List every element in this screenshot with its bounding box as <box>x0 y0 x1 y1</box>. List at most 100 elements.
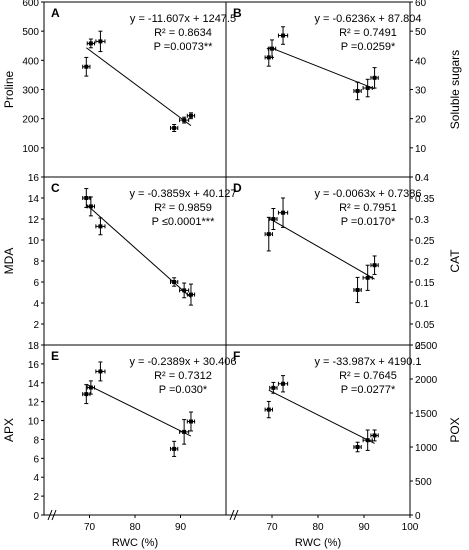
panel-a-y-tick-label: 500 <box>22 27 39 38</box>
panel-f-y-axis-title: POX <box>448 417 462 442</box>
panel-b-p-value: P =0.0259* <box>341 41 396 53</box>
panel-e-equation: y = -0.2389x + 30.406 <box>129 356 236 368</box>
panel-d-data-point <box>362 264 373 291</box>
panel-b-y-tick-label: 20 <box>415 115 427 126</box>
panel-a-marker <box>172 126 177 130</box>
panel-c-y-tick-label: 6 <box>33 278 39 289</box>
panel-d-marker <box>365 275 370 280</box>
panel-e-data-point <box>82 384 91 405</box>
panel-f-x-tick-label: 90 <box>358 522 370 533</box>
panel-c-r-squared: R² = 0.9859 <box>154 202 212 214</box>
panel-f-equation: y = -33.987x + 4190.1 <box>314 356 421 368</box>
panel-e-x-tick-label: 80 <box>129 522 141 533</box>
panel-d-y-tick-label: 0.1 <box>415 299 429 310</box>
panel-e-data-point <box>95 361 106 382</box>
panel-f-data-point <box>353 441 362 453</box>
panel-e-r-squared: R² = 0.7312 <box>154 370 212 382</box>
panel-a-data-point <box>186 112 196 120</box>
panel-e-y-tick-label: 14 <box>28 379 40 390</box>
panel-d-data-point <box>264 216 273 252</box>
panel-d-y-tick-label: 0.05 <box>415 320 435 331</box>
panel-a-y-tick-label: 400 <box>22 56 39 67</box>
panel-b-marker <box>270 46 274 51</box>
panel-a-y-tick-label: 600 <box>22 0 39 9</box>
panel-a-marker <box>188 113 193 118</box>
panel-b-data-point <box>267 39 277 58</box>
panel-e-y-tick-label: 12 <box>28 398 40 409</box>
panel-c-marker <box>172 280 177 284</box>
panel-d-trendline <box>268 217 375 280</box>
panel-a-data-point <box>86 38 96 49</box>
panel-e-data-point <box>86 380 96 395</box>
panel-c-data-point <box>82 188 91 208</box>
panel-b-marker <box>365 86 370 91</box>
panel-b-y-tick-label: 60 <box>415 0 427 9</box>
panel-e-x-tick-label: 90 <box>175 522 187 533</box>
panel-e-data-point <box>169 440 179 457</box>
panel-b-y-tick-label: 30 <box>415 86 427 97</box>
panel-f-y-tick-label: 0 <box>415 511 421 522</box>
panel-f-data-point <box>269 381 278 394</box>
panel-b-data-point <box>362 78 373 98</box>
panel-d-marker <box>266 232 271 237</box>
panel-a-marker <box>88 41 93 46</box>
panel-f-y-tick-label: 500 <box>415 477 432 488</box>
panel-e-y-tick-label: 4 <box>33 473 39 484</box>
panel-c-y-tick-label: 8 <box>33 257 39 268</box>
panel-f-x-axis-title: RWC (%) <box>295 537 341 549</box>
panel-f-data-point <box>362 429 373 451</box>
panel-f-marker <box>271 385 276 390</box>
panel-a-y-tick-label: 100 <box>22 144 39 155</box>
panel-d-y-axis-title: CAT <box>448 249 462 273</box>
panel-e-marker <box>182 429 187 434</box>
panel-a-y-tick-label: 300 <box>22 86 39 97</box>
panel-f-y-tick-label: 2500 <box>415 341 438 352</box>
panel-e-marker <box>84 392 89 397</box>
panel-d-y-tick-label: 0.25 <box>415 236 435 247</box>
panel-f-y-tick-label: 1500 <box>415 409 438 420</box>
panel-f-marker <box>266 407 271 412</box>
panel-a-marker <box>98 39 103 44</box>
panel-d-y-tick-label: 0.2 <box>415 257 429 268</box>
panel-b-marker <box>355 88 360 93</box>
panel-e-y-tick-label: 6 <box>33 454 39 465</box>
panel-d-data-point <box>353 276 362 304</box>
panel-c-marker <box>84 196 89 200</box>
panel-d-r-squared: R² = 0.7951 <box>339 202 397 214</box>
panel-e-axis-break-mark <box>51 509 57 521</box>
panel-e-y-tick-label: 2 <box>33 492 39 503</box>
panel-f-marker <box>372 433 377 438</box>
panel-b-letter: B <box>233 6 242 20</box>
panel-d-marker <box>355 287 360 292</box>
panel-a-marker <box>182 118 187 123</box>
panel-f-marker <box>281 381 286 386</box>
panel-a-data-point <box>169 124 179 132</box>
panel-a-y-axis-title: Proline <box>2 71 16 109</box>
panel-d-marker <box>281 210 286 215</box>
panel-f-p-value: P =0.0277* <box>341 384 396 396</box>
panel-f-trendline <box>268 389 375 444</box>
panel-f-y-tick-label: 1000 <box>415 443 438 454</box>
panel-b-y-tick-label: 40 <box>415 56 427 67</box>
panel-d-y-tick-label: 0.35 <box>415 194 435 205</box>
panel-d-equation: y = -0.0063x + 0.7386 <box>314 188 421 200</box>
panel-f-axis-break-mark <box>233 509 239 521</box>
panel-f-r-squared: R² = 0.7645 <box>339 370 397 382</box>
panel-e-axis-break-mark <box>47 509 53 521</box>
panel-c-marker <box>88 204 93 209</box>
panel-c-letter: C <box>51 181 60 195</box>
panel-d-y-tick-label: 0.3 <box>415 215 429 226</box>
panel-e-y-tick-label: 16 <box>28 360 40 371</box>
panel-f-x-tick-label: 100 <box>402 522 419 533</box>
panel-f-marker <box>365 438 370 443</box>
panel-b-r-squared: R² = 0.7491 <box>339 27 397 39</box>
panel-b-equation: y = -0.6236x + 87.804 <box>314 13 421 25</box>
panel-b-marker <box>266 55 271 60</box>
panel-c-y-tick-label: 2 <box>33 320 39 331</box>
panel-e-y-tick-label: 18 <box>28 341 40 352</box>
panel-a-data-point <box>82 56 91 77</box>
panel-a-marker <box>84 64 89 69</box>
panel-c-y-tick-label: 12 <box>28 215 40 226</box>
panel-e-y-tick-label: 8 <box>33 435 39 446</box>
panel-a-r-squared: R² = 0.8634 <box>154 27 212 39</box>
